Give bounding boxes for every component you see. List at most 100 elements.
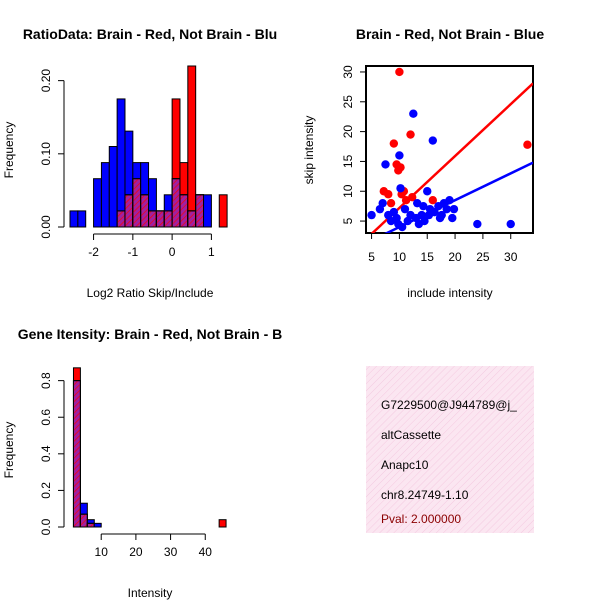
scatter-blue-point <box>430 207 439 217</box>
ratio-histogram-y-tick-label: 0.00 <box>39 215 53 239</box>
gene-intensity-histogram-x-tick-label: 40 <box>199 545 213 559</box>
gene-intensity-histogram-title: Gene Itensity: Brain - Red, Not Brain - … <box>18 326 282 342</box>
scatter-y-tick-label: 30 <box>341 65 355 79</box>
scatter-red-point <box>428 195 437 205</box>
scatter-y-tick-label: 15 <box>341 154 355 168</box>
gene-intensity-histogram-x-tick-label: 10 <box>95 545 109 559</box>
scatter-red-point <box>408 193 417 202</box>
scatter-y-tick-label: 5 <box>341 217 355 224</box>
gene-intensity-histogram-overlap-hatch <box>72 380 81 528</box>
scatter-y-tick-label: 25 <box>341 95 355 109</box>
scatter-x-tick-label: 10 <box>393 250 407 264</box>
event-type-text: altCassette <box>381 428 441 442</box>
scatter-y-tick-label: 20 <box>341 125 355 139</box>
gene-intensity-histogram-panel: Gene Itensity: Brain - Red, Not Brain - … <box>2 326 282 600</box>
ratio-histogram-overlap-hatch <box>148 210 157 228</box>
scatter-blue-point <box>473 219 482 229</box>
scatter-blue-point <box>381 160 390 169</box>
ratio-histogram-overlap-hatch <box>179 194 189 228</box>
ratio-histogram-overlap-hatch <box>132 178 142 228</box>
ratio-histogram-overlap-hatch <box>187 210 197 228</box>
scatter-x-tick-label: 20 <box>448 250 462 264</box>
gene-intensity-histogram-y-tick-label: 0.8 <box>39 372 53 389</box>
gene-intensity-histogram-y-tick-label: 0.2 <box>39 482 53 499</box>
scatter-red-point <box>384 190 393 199</box>
intensity-scatter-panel: Brain - Red, Not Brain - Blue 5 10 15 20 25 3… <box>302 26 544 300</box>
ratio-histogram-bars <box>69 65 228 228</box>
scatter-x-tick-label: 5 <box>368 250 375 264</box>
scatter-red-point <box>396 163 405 172</box>
scatter-blue-point <box>445 195 454 205</box>
scatter-blue-point <box>367 210 376 220</box>
intensity-scatter-axes: 5 10 15 20 25 30 5 10 15 20 25 30 <box>341 65 518 264</box>
gene-intensity-histogram-ylabel: Frequency <box>2 422 16 479</box>
ratio-histogram-overlap-hatch <box>116 210 126 228</box>
scatter-red-point <box>386 198 396 208</box>
scatter-blue-point <box>506 219 515 229</box>
location-text: chr8.24749-1.10 <box>381 488 469 502</box>
ratio-histogram-blue-bar <box>108 146 118 228</box>
scatter-red-point <box>395 67 404 77</box>
scatter-blue-point <box>449 204 459 214</box>
ratio-histogram-red-bar <box>218 194 228 228</box>
ratio-histogram-y-tick-label: 0.20 <box>39 69 53 93</box>
scatter-blue-point <box>428 136 437 145</box>
scatter-x-tick-label: 15 <box>421 250 435 264</box>
gene-intensity-histogram-xlabel: Intensity <box>128 586 173 600</box>
event-info-panel: G7229500@J944789@j_ altCassette Anapc10 … <box>366 366 534 533</box>
ratio-histogram-blue-bar <box>93 178 102 228</box>
event-info-background <box>366 366 534 533</box>
ratio-histogram-overlap-hatch <box>195 194 205 228</box>
ratio-histogram-overlap-hatch <box>155 210 165 228</box>
ratio-histogram-blue-bar <box>69 210 79 228</box>
scatter-blue-point <box>442 204 451 214</box>
event-id-text: G7229500@J944789@j_ <box>381 398 517 412</box>
scatter-blue-point <box>448 213 457 223</box>
ratio-histogram-x-tick-label: 0 <box>169 245 176 259</box>
gene-intensity-histogram-axes: 10 20 30 40 0.0 0.2 0.4 0.6 0.8 <box>39 372 212 559</box>
scatter-blue-point <box>419 201 428 211</box>
scatter-blue-point <box>437 210 446 220</box>
ratio-histogram-x-tick-label: 1 <box>208 245 215 259</box>
gene-intensity-histogram-overlap-hatch <box>86 522 95 528</box>
scatter-blue-point <box>396 184 405 193</box>
scatter-red-point <box>389 139 399 148</box>
scatter-blue-point <box>397 222 407 232</box>
ratio-histogram-title: RatioData: Brain - Red, Not Brain - Blu <box>23 26 277 42</box>
pval-text: Pval: 2.000000 <box>381 512 461 526</box>
gene-intensity-histogram-x-tick-label: 30 <box>164 545 178 559</box>
gene-intensity-histogram-blue-bar <box>93 522 102 528</box>
scatter-blue-point <box>400 204 410 214</box>
scatter-blue-point <box>409 109 418 118</box>
scatter-x-tick-label: 25 <box>476 250 490 264</box>
ratio-histogram-panel: RatioData: Brain - Red, Not Brain - Blu … <box>2 26 277 300</box>
gene-intensity-histogram-y-tick-label: 0.0 <box>39 518 53 535</box>
intensity-scatter-title: Brain - Red, Not Brain - Blue <box>356 26 544 42</box>
ratio-histogram-axes: -2 -1 0 1 0.00 0.10 0.20 <box>39 69 215 259</box>
ratio-histogram-xlabel: Log2 Ratio Skip/Include <box>87 286 214 300</box>
ratio-histogram-red-bar <box>187 65 197 228</box>
ratio-histogram-x-tick-label: -1 <box>128 245 139 259</box>
intensity-scatter-xlabel: include intensity <box>407 286 492 300</box>
ratio-histogram-overlap-hatch <box>140 194 150 228</box>
scatter-x-tick-label: 30 <box>504 250 518 264</box>
scatter-red-point <box>406 130 415 139</box>
intensity-scatter-frame <box>365 65 534 234</box>
ratio-histogram-blue-bar <box>77 210 87 228</box>
ratio-histogram-blue-bar <box>116 98 126 228</box>
gene-intensity-histogram-bars <box>72 367 227 528</box>
ratio-histogram-overlap-hatch <box>124 194 134 228</box>
intensity-scatter-ylabel: skip intensity <box>302 116 316 185</box>
scatter-blue-point <box>423 187 432 196</box>
scatter-y-tick-label: 10 <box>341 184 355 198</box>
gene-intensity-histogram-red-bar <box>218 519 227 528</box>
scatter-red-point <box>523 140 532 149</box>
ratio-histogram-x-tick-label: -2 <box>88 245 99 259</box>
ratio-histogram-y-tick-label: 0.10 <box>39 142 53 166</box>
gene-intensity-histogram-y-tick-label: 0.6 <box>39 409 53 426</box>
ratio-histogram-overlap-hatch <box>163 210 173 228</box>
gene-intensity-histogram-y-tick-label: 0.4 <box>39 445 53 462</box>
ratio-histogram-ylabel: Frequency <box>2 122 16 179</box>
scatter-blue-point <box>395 151 404 160</box>
